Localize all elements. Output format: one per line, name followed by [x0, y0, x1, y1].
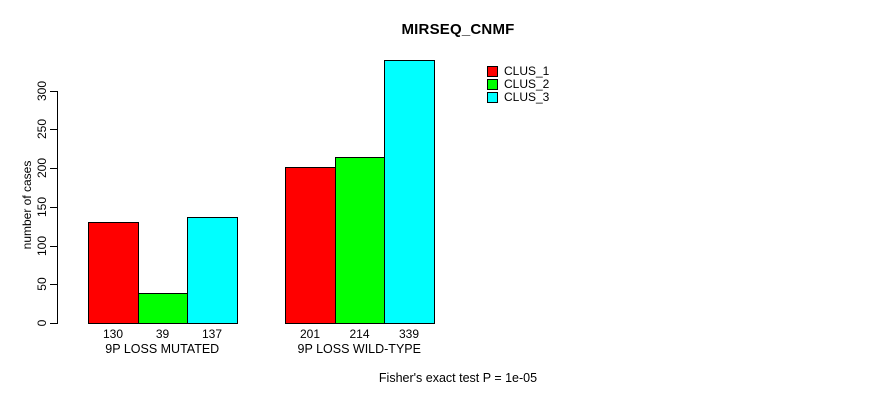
bar-value-label: 214 [349, 327, 370, 341]
y-axis-tick [50, 246, 58, 247]
legend-label: CLUS_2 [504, 77, 550, 91]
bar-value-label: 137 [201, 327, 223, 341]
chart-title: MIRSEQ_CNMF [401, 21, 515, 38]
y-axis-tick-label: 300 [35, 80, 49, 102]
bar-value-label: 339 [398, 327, 420, 341]
group-label: 9P LOSS MUTATED [105, 342, 220, 356]
y-axis-tick [50, 129, 58, 130]
legend-swatch [487, 79, 498, 90]
y-axis-tick-label: 50 [35, 277, 49, 291]
y-axis-label: number of cases [20, 160, 34, 250]
bar-clus_2-group2 [335, 157, 385, 324]
y-axis-tick-label: 250 [35, 118, 49, 140]
y-axis-tick [50, 168, 58, 169]
legend-label: CLUS_1 [504, 64, 550, 78]
y-axis-tick-label: 100 [35, 235, 49, 257]
legend-label: CLUS_3 [504, 90, 550, 104]
bar-clus_3-group1 [187, 217, 238, 324]
bar-value-label: 130 [102, 327, 124, 341]
legend-row: CLUS_3 [487, 90, 550, 104]
bar-clus_1-group2 [285, 167, 336, 324]
bar-value-label: 201 [299, 327, 321, 341]
legend-swatch [487, 66, 498, 77]
y-axis-tick-label: 0 [35, 319, 49, 327]
group-label: 9P LOSS WILD-TYPE [297, 342, 421, 356]
bar-value-label: 39 [155, 327, 170, 341]
stat-annotation: Fisher's exact test P = 1e-05 [378, 371, 538, 385]
y-axis-tick-label: 200 [35, 157, 49, 179]
legend-row: CLUS_2 [487, 77, 550, 91]
legend: CLUS_1 CLUS_2 CLUS_3 [487, 64, 550, 105]
y-axis-tick [50, 207, 58, 208]
bar-clus_1-group1 [88, 222, 139, 324]
y-axis-tick [50, 323, 58, 324]
y-axis-tick-label: 150 [35, 196, 49, 218]
y-axis-tick [50, 284, 58, 285]
legend-swatch [487, 92, 498, 103]
bar-clus_2-group1 [138, 293, 188, 324]
bar-clus_3-group2 [384, 60, 435, 324]
legend-row: CLUS_1 [487, 64, 550, 78]
y-axis-tick [50, 91, 58, 92]
